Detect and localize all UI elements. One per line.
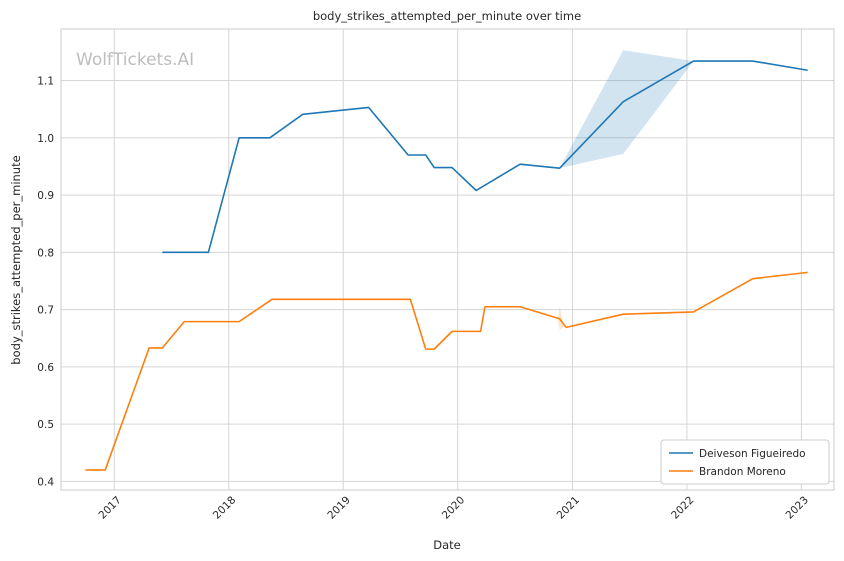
data-point <box>302 113 304 115</box>
data-point <box>183 320 185 322</box>
legend: Deiveson Figueiredo Brandon Moreno <box>660 439 830 485</box>
plot-frame <box>60 28 835 491</box>
data-point <box>692 60 694 62</box>
y-tick-labels: 0.4 0.5 0.6 0.7 0.8 0.9 1.0 1.1 <box>37 76 54 489</box>
data-point <box>692 311 694 313</box>
data-point <box>565 326 567 328</box>
data-point <box>238 137 240 139</box>
data-point <box>407 154 409 156</box>
data-point <box>84 469 86 471</box>
data-point <box>519 163 521 165</box>
data-point <box>425 348 427 350</box>
data-point <box>451 330 453 332</box>
series-line-brandon-moreno <box>85 271 808 471</box>
data-point <box>161 251 163 253</box>
data-point <box>622 101 624 103</box>
x-axis-label: Date <box>433 538 461 552</box>
data-point <box>806 271 808 273</box>
y-tick-label: 0.6 <box>37 362 54 374</box>
data-point <box>451 166 453 168</box>
series-lines <box>84 60 808 471</box>
data-point <box>207 251 209 253</box>
data-point <box>409 298 411 300</box>
y-axis-label: body_strikes_attempted_per_minute <box>9 155 23 364</box>
data-point <box>752 60 754 62</box>
watermark: WolfTickets.AI <box>76 50 194 70</box>
legend-box <box>660 439 830 485</box>
y-tick-label: 0.9 <box>37 190 54 202</box>
chart-title: body_strikes_attempted_per_minute over t… <box>313 9 581 23</box>
data-point <box>558 318 560 320</box>
data-point <box>271 298 273 300</box>
data-point <box>161 347 163 349</box>
data-point <box>519 306 521 308</box>
data-point <box>484 306 486 308</box>
data-point <box>752 277 754 279</box>
data-point <box>367 106 369 108</box>
legend-label-deiveson-figueiredo: Deiveson Figueiredo <box>699 448 806 460</box>
data-point <box>622 313 624 315</box>
data-point <box>433 166 435 168</box>
data-point <box>269 137 271 139</box>
confidence-band-brandon-moreno <box>557 306 564 330</box>
series-line-deiveson-figueiredo <box>162 60 808 254</box>
y-tick-label: 0.8 <box>37 247 54 259</box>
y-tick-label: 1.1 <box>37 76 54 88</box>
y-tick-label: 0.7 <box>37 305 54 317</box>
grid <box>61 29 834 490</box>
data-point <box>479 330 481 332</box>
data-point <box>238 320 240 322</box>
data-point <box>425 154 427 156</box>
data-point <box>433 348 435 350</box>
y-tick-label: 0.4 <box>37 476 54 488</box>
data-point <box>558 167 560 169</box>
data-point <box>475 189 477 191</box>
legend-label-brandon-moreno: Brandon Moreno <box>699 466 786 478</box>
data-point <box>104 469 106 471</box>
y-tick-label: 1.0 <box>37 133 54 145</box>
data-point <box>806 69 808 71</box>
data-point <box>148 347 150 349</box>
y-tick-label: 0.5 <box>37 419 54 431</box>
